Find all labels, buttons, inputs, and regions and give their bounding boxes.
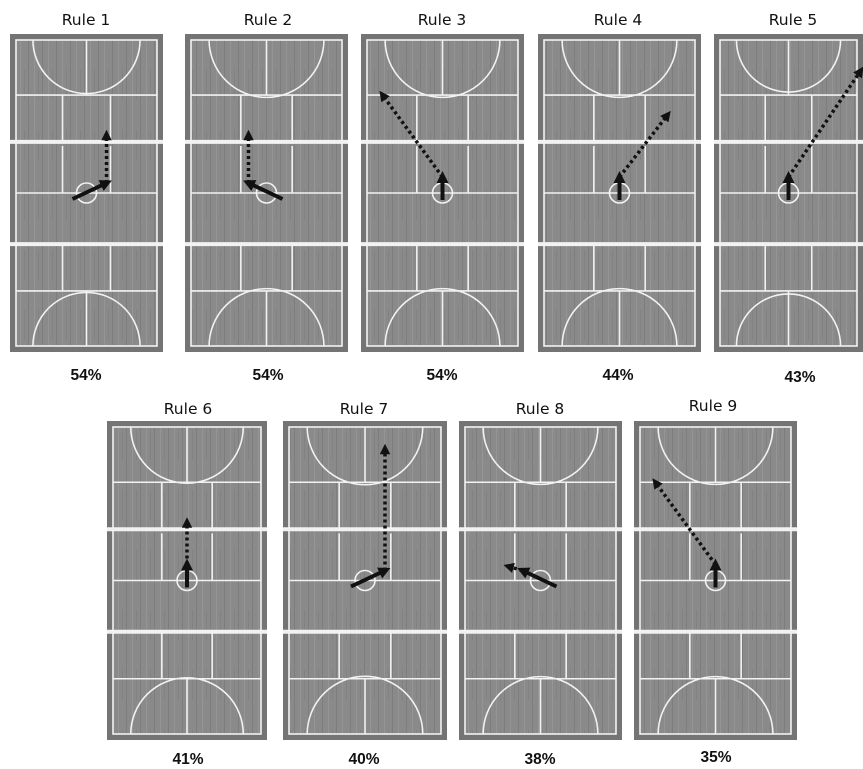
- court-diagram: [538, 34, 701, 352]
- rule-panel-1: Rule 1 54%: [10, 11, 163, 384]
- rule-panel-5: Rule 5 43%: [714, 11, 863, 386]
- rule-percent: 54%: [70, 367, 101, 384]
- rule-panel-2: Rule 2 54%: [185, 11, 348, 384]
- rule-title: Rule 8: [516, 400, 565, 418]
- dotted-arrow: [503, 562, 523, 573]
- court-lines: [283, 426, 447, 735]
- rule-panel-8: Rule 8 38%: [459, 400, 622, 768]
- rule-percent: 54%: [426, 367, 457, 384]
- centre-circle: [75, 182, 98, 204]
- solid-arrow: [71, 180, 112, 201]
- rule-percent: 44%: [602, 367, 633, 384]
- rule-panel-6: Rule 6 41%: [107, 400, 267, 768]
- rule-percent: 35%: [700, 749, 731, 766]
- rule-panel-4: Rule 4 44%: [538, 11, 701, 384]
- court-lines: [107, 426, 267, 735]
- court-diagram: [107, 421, 267, 740]
- rule-panel-3: Rule 3 54%: [361, 11, 524, 384]
- solid-arrow: [350, 567, 391, 589]
- rule-title: Rule 9: [689, 397, 738, 415]
- centre-circle: [255, 182, 278, 204]
- rule-title: Rule 5: [769, 11, 818, 29]
- rule-title: Rule 4: [594, 11, 643, 29]
- rule-panel-7: Rule 7 40%: [283, 400, 447, 768]
- dotted-arrow: [618, 110, 671, 179]
- rule-title: Rule 7: [340, 400, 389, 418]
- rule-title: Rule 1: [62, 11, 111, 29]
- solid-arrow: [517, 567, 558, 589]
- court-lines: [459, 426, 622, 735]
- dotted-arrow: [652, 478, 717, 566]
- court-diagram: [714, 34, 863, 352]
- court-lines: [10, 39, 163, 347]
- rule-panel-9: Rule 9 35%: [634, 397, 797, 766]
- rule-percent: 43%: [784, 369, 815, 386]
- court-lines: [538, 39, 701, 347]
- rule-title: Rule 2: [244, 11, 293, 29]
- rule-percent: 54%: [252, 367, 283, 384]
- court-lines: [361, 39, 524, 347]
- solid-arrow: [243, 180, 284, 201]
- dotted-arrow: [379, 90, 444, 179]
- rule-title: Rule 3: [418, 11, 467, 29]
- rule-percent: 40%: [348, 751, 379, 768]
- centre-circle: [529, 569, 552, 592]
- court-lines: [185, 39, 348, 347]
- court-lines: [634, 426, 797, 735]
- rule-title: Rule 6: [164, 400, 213, 418]
- centre-circle: [354, 569, 376, 592]
- rule-percent: 38%: [524, 751, 555, 768]
- rule-percent: 41%: [172, 751, 203, 768]
